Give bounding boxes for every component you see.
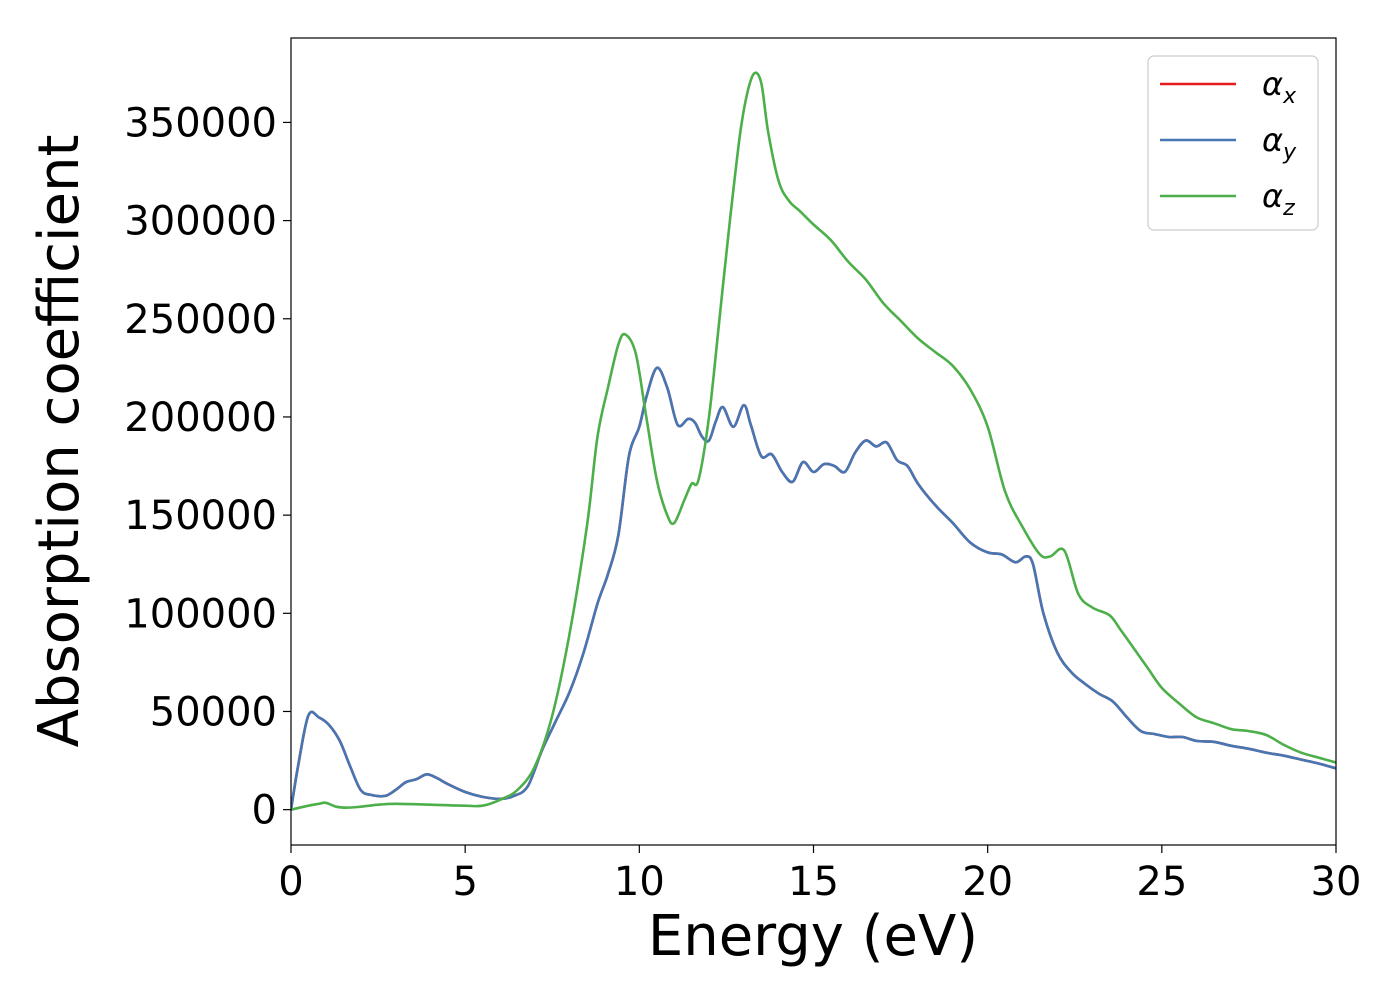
y-tick-label: 350000 [124,100,277,146]
y-tick-label: 100000 [124,591,277,637]
y-tick-label: 300000 [124,199,277,245]
x-tick-label: 30 [1311,859,1362,905]
y-tick-label: 150000 [124,493,277,539]
y-tick-label: 0 [252,788,277,834]
x-tick-label: 5 [452,859,477,905]
plot-frame [290,37,1337,846]
x-axis-label: Energy (eV) [648,904,978,969]
x-axis-ticks: 0 5 10 15 20 25 30 [278,845,1361,905]
legend-label-z: αz [1262,177,1295,221]
y-axis-ticks: 0 50000 100000 150000 200000 250000 300000 3500… [124,100,291,834]
y-tick-label: 200000 [124,395,277,441]
legend: αx αy αz [1147,55,1319,231]
x-tick-label: 15 [788,859,839,905]
series-line-z [291,71,1336,811]
series-line-x [291,366,1336,810]
x-tick-label: 25 [1136,859,1187,905]
legend-label-x: αx [1262,65,1297,109]
y-tick-label: 50000 [150,689,277,735]
x-tick-label: 0 [278,859,303,905]
x-tick-label: 20 [962,859,1013,905]
legend-box [1147,55,1319,231]
series-line-y [291,366,1336,810]
y-axis-label: Absorption coefficient [27,135,92,748]
legend-label-y: αy [1262,121,1297,165]
x-tick-label: 10 [614,859,665,905]
y-tick-label: 250000 [124,297,277,343]
series-layer [291,71,1336,811]
